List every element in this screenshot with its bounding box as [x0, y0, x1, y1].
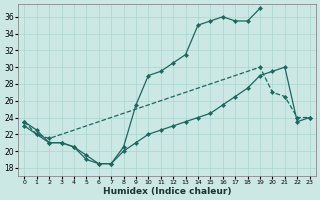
X-axis label: Humidex (Indice chaleur): Humidex (Indice chaleur): [103, 187, 231, 196]
